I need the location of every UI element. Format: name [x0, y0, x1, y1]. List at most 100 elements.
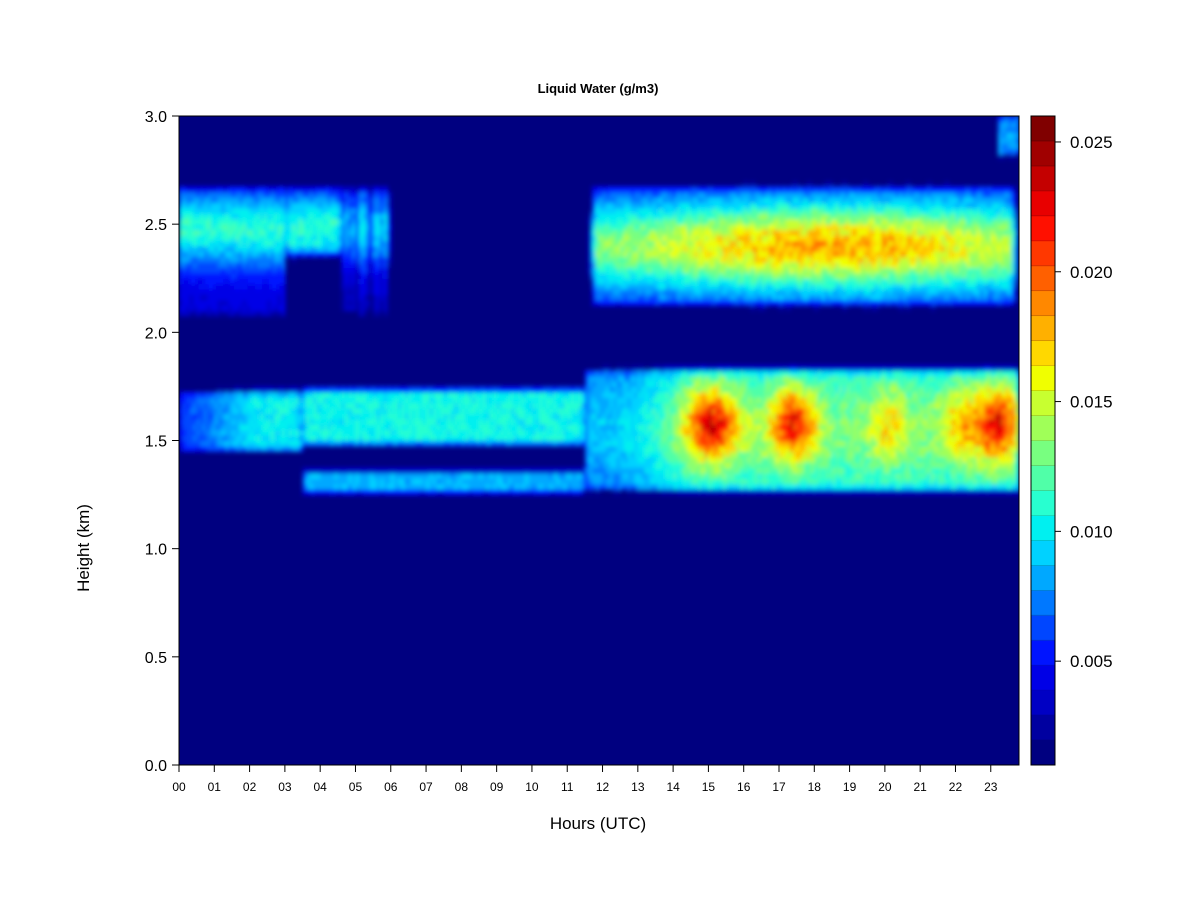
heatmap-cell: [189, 218, 194, 225]
heatmap-cell: [182, 218, 187, 225]
heatmap-cell: [651, 391, 657, 398]
heatmap-cell: [193, 272, 198, 279]
heatmap-cell: [623, 186, 628, 193]
heatmap-cell: [380, 299, 385, 306]
heatmap-cell: [627, 440, 632, 447]
heatmap-cell: [239, 283, 244, 290]
heatmap-cell: [366, 272, 371, 279]
heatmap-cell: [401, 408, 406, 415]
heatmap-cell: [651, 397, 657, 404]
heatmap-cell: [503, 424, 508, 431]
heatmap-cell: [464, 391, 470, 398]
heatmap-cell: [256, 294, 261, 301]
heatmap-cell: [613, 294, 618, 301]
heatmap-cell: [387, 418, 392, 425]
heatmap-cell: [651, 213, 657, 220]
heatmap-cell: [549, 413, 554, 420]
heatmap-cell: [182, 310, 187, 317]
heatmap-cell: [630, 229, 635, 236]
heatmap-cell: [704, 462, 710, 469]
heatmap-cell: [694, 370, 699, 377]
heatmap-cell: [355, 408, 360, 415]
heatmap-cell: [433, 467, 438, 474]
heatmap-cell: [687, 294, 692, 301]
heatmap-cell: [697, 202, 702, 209]
heatmap-cell: [669, 429, 674, 436]
heatmap-cell: [415, 386, 420, 393]
heatmap-cell: [471, 472, 477, 479]
heatmap-cell: [719, 186, 724, 193]
heatmap-cell: [231, 207, 237, 214]
heatmap-cell: [299, 440, 304, 447]
heatmap-cell: [697, 445, 702, 452]
heatmap-cell: [694, 386, 699, 393]
heatmap-cell: [337, 467, 342, 474]
heatmap-cell: [623, 191, 628, 198]
heatmap-cell: [733, 478, 738, 485]
heatmap-cell: [274, 229, 279, 236]
heatmap-cell: [274, 224, 279, 231]
heatmap-cell: [295, 429, 300, 436]
heatmap-cell: [719, 397, 724, 404]
heatmap-cell: [697, 489, 702, 496]
heatmap-cell: [591, 207, 597, 214]
heatmap-cell: [373, 240, 378, 247]
heatmap-cell: [334, 224, 339, 231]
heatmap-cell: [630, 424, 635, 431]
heatmap-cell: [595, 262, 600, 269]
heatmap-cell: [366, 440, 371, 447]
heatmap-cell: [404, 440, 410, 447]
heatmap-cell: [599, 240, 604, 247]
heatmap-cell: [256, 391, 261, 398]
heatmap-cell: [690, 207, 695, 214]
heatmap-cell: [683, 467, 688, 474]
heatmap-cell: [344, 467, 350, 474]
heatmap-cell: [288, 224, 293, 231]
heatmap-cell: [369, 289, 374, 296]
heatmap-cell: [221, 267, 226, 274]
heatmap-cell: [376, 391, 381, 398]
heatmap-cell: [489, 467, 494, 474]
heatmap-cell: [623, 207, 628, 214]
heatmap-cell: [464, 435, 470, 442]
heatmap-cell: [351, 267, 357, 274]
heatmap-cell: [217, 224, 222, 231]
heatmap-cell: [415, 472, 420, 479]
heatmap-cell: [743, 386, 748, 393]
heatmap-cell: [235, 202, 240, 209]
heatmap-cell: [415, 440, 420, 447]
heatmap-cell: [510, 440, 515, 447]
heatmap-cell: [595, 213, 600, 220]
heatmap-cell: [539, 429, 544, 436]
heatmap-cell: [362, 283, 367, 290]
heatmap-cell: [542, 489, 547, 496]
heatmap-cell: [359, 272, 364, 279]
heatmap-cell: [217, 267, 222, 274]
heatmap-cell: [591, 294, 597, 301]
heatmap-cell: [281, 413, 286, 420]
heatmap-cell: [468, 489, 473, 496]
heatmap-cell: [334, 467, 339, 474]
heatmap-cell: [323, 489, 328, 496]
heatmap-cell: [330, 207, 335, 214]
heatmap-cell: [327, 213, 332, 220]
heatmap-cell: [422, 489, 427, 496]
heatmap-cell: [235, 240, 240, 247]
heatmap-cell: [736, 489, 741, 496]
heatmap-cell: [454, 424, 459, 431]
heatmap-cell: [334, 424, 339, 431]
heatmap-cell: [189, 299, 194, 306]
heatmap-cell: [662, 478, 667, 485]
heatmap-cell: [376, 397, 381, 404]
heatmap-cell: [563, 397, 568, 404]
heatmap-cell: [637, 370, 642, 377]
heatmap-cell: [673, 240, 678, 247]
heatmap-cell: [715, 245, 720, 252]
heatmap-cell: [228, 310, 233, 317]
heatmap-cell: [189, 272, 194, 279]
heatmap-cell: [327, 402, 332, 409]
heatmap-cell: [320, 245, 325, 252]
heatmap-cell: [602, 456, 607, 463]
heatmap-cell: [687, 299, 692, 306]
heatmap-cell: [419, 408, 424, 415]
